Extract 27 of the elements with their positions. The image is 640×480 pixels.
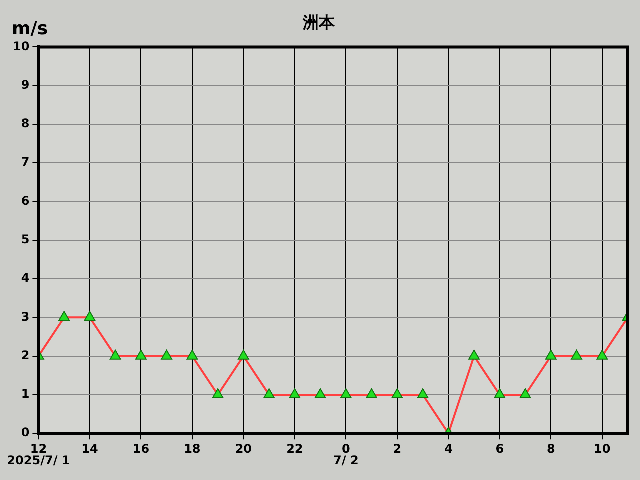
y-tick-label: 4	[21, 271, 30, 286]
x-tick-label: 18	[184, 442, 201, 456]
x-tick-label: 0	[342, 442, 350, 456]
x-tick-label: 10	[594, 442, 611, 456]
y-tick-label: 10	[12, 39, 30, 54]
y-tick-label: 0	[21, 426, 30, 440]
y-axis-title: m/s	[12, 18, 48, 40]
y-tick-label: 3	[21, 310, 30, 324]
y-tick-label: 7	[21, 155, 30, 170]
y-tick-label: 6	[21, 194, 30, 208]
x-tick-label: 20	[235, 442, 252, 456]
x-tick-label: 14	[82, 442, 98, 456]
x-tick-label: 6	[496, 442, 504, 456]
x-tick-label: 22	[286, 442, 304, 456]
y-tick-label: 8	[21, 116, 30, 131]
x-tick-label: 2	[393, 442, 402, 456]
text: 2025/7/ 1	[7, 454, 70, 468]
y-tick-label: 5	[21, 232, 30, 247]
y-tick-label: 9	[21, 78, 30, 92]
chart-title: 洲本	[302, 12, 336, 32]
x-tick-label: 4	[444, 442, 453, 456]
x-tick-label: 16	[132, 442, 150, 456]
x-tick-label: 12	[30, 442, 48, 456]
text: 7/ 2	[334, 454, 359, 468]
y-tick-label: 1	[21, 387, 30, 402]
y-tick-label: 2	[21, 348, 30, 362]
x-tick-label: 8	[546, 442, 556, 456]
